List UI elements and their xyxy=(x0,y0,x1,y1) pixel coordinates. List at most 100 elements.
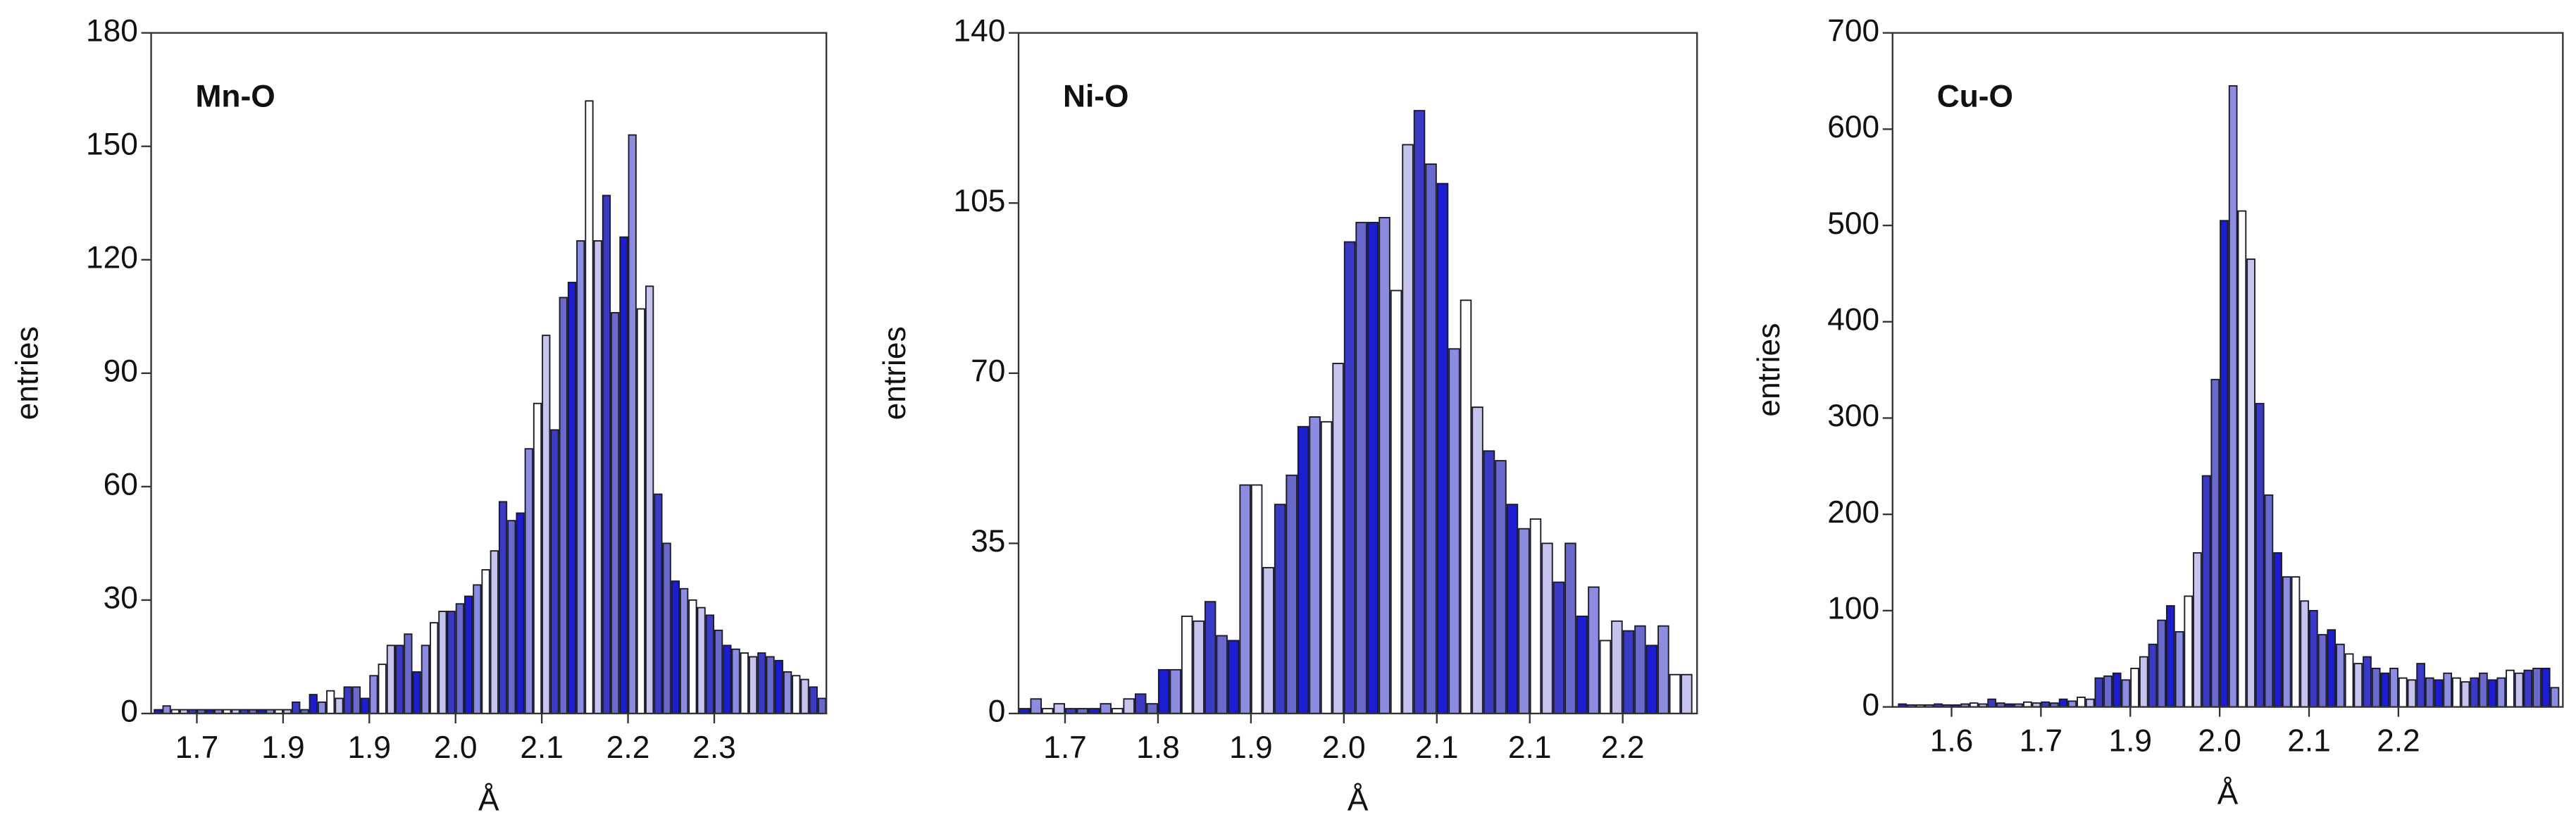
bar xyxy=(783,671,792,714)
bar xyxy=(2157,619,2167,707)
bar xyxy=(1100,703,1112,714)
bar xyxy=(748,656,758,714)
y-tick-label: 120 xyxy=(86,240,138,275)
x-tick-label: 1.7 xyxy=(1043,730,1087,765)
bar xyxy=(2398,677,2408,707)
bar xyxy=(1309,416,1321,714)
bar xyxy=(1204,601,1217,714)
bar xyxy=(1987,698,1996,707)
bar xyxy=(507,520,516,714)
bar xyxy=(1146,703,1158,714)
bar xyxy=(2246,259,2255,707)
bar xyxy=(266,709,275,714)
bar xyxy=(723,644,732,714)
bar xyxy=(688,599,697,714)
bar xyxy=(412,671,421,714)
bar xyxy=(1448,348,1460,714)
bar xyxy=(1355,221,1367,714)
bar xyxy=(2371,668,2381,707)
x-tick-label: 2.0 xyxy=(1322,730,1366,765)
bar xyxy=(2514,672,2524,707)
x-tick-label: 2.1 xyxy=(2287,724,2331,759)
panel: 0 30 60 90 120 150 180 1.7 1.9 1.9 2.0 2.1 2.2 2.3 Mn-… xyxy=(11,13,828,818)
bar xyxy=(223,709,232,714)
bar xyxy=(1645,644,1658,714)
bar xyxy=(542,335,551,714)
bar xyxy=(2067,700,2077,707)
bar xyxy=(1518,528,1530,714)
y-tick-label: 90 xyxy=(104,354,138,389)
bar xyxy=(386,644,396,714)
bar xyxy=(1898,703,1908,707)
bar xyxy=(369,675,378,714)
bar xyxy=(1134,693,1147,714)
x-tick-label: 1.9 xyxy=(348,730,392,765)
x-tick-label: 2.3 xyxy=(692,730,736,765)
bar xyxy=(516,512,525,714)
bar xyxy=(757,652,766,714)
bar xyxy=(2148,643,2158,707)
bar xyxy=(498,501,508,714)
bar xyxy=(1599,640,1612,714)
bar xyxy=(1611,620,1623,714)
bar xyxy=(2210,378,2220,707)
bar xyxy=(1634,625,1646,714)
y-tick-label: 0 xyxy=(120,695,138,729)
y-tick-label: 0 xyxy=(1862,687,1879,722)
bar xyxy=(2479,672,2488,707)
bar xyxy=(559,297,568,714)
bar xyxy=(2460,681,2470,707)
bar xyxy=(282,709,292,714)
bar xyxy=(1471,406,1483,714)
bar xyxy=(1436,182,1449,714)
bar xyxy=(2103,675,2113,707)
y-tick-label: 140 xyxy=(953,13,1005,48)
bar xyxy=(1960,703,1970,707)
bar xyxy=(2077,697,2086,707)
bar xyxy=(2470,677,2479,707)
bar xyxy=(455,603,464,714)
bar xyxy=(654,493,663,714)
bar xyxy=(205,709,214,714)
bar xyxy=(2014,703,2024,707)
bar xyxy=(1495,460,1507,714)
bar xyxy=(1978,703,1988,707)
bar xyxy=(2166,605,2175,707)
bar xyxy=(351,686,361,714)
bar xyxy=(2237,210,2247,707)
bar xyxy=(2336,643,2345,707)
bar xyxy=(170,709,180,714)
y-tick-label: 200 xyxy=(1827,495,1879,530)
bar xyxy=(1297,425,1309,714)
bar xyxy=(576,239,585,714)
bar xyxy=(1942,704,1952,707)
bar xyxy=(292,701,301,714)
bar xyxy=(2506,669,2515,707)
bar xyxy=(2174,631,2184,707)
bar xyxy=(154,709,163,714)
bar xyxy=(404,633,413,714)
bar xyxy=(2309,609,2318,707)
bar xyxy=(2452,677,2461,707)
bar xyxy=(481,569,490,714)
x-tick-label: 2.1 xyxy=(520,730,564,765)
bar xyxy=(1413,110,1426,714)
bar xyxy=(2407,679,2417,707)
bar xyxy=(2344,653,2354,707)
panel-title: Cu-O xyxy=(1937,80,2013,114)
bar xyxy=(2130,668,2139,707)
bar xyxy=(1227,640,1240,714)
y-axis-label: entries xyxy=(878,326,912,420)
y-tick-label: 100 xyxy=(1827,592,1879,626)
bar xyxy=(697,606,706,714)
bar xyxy=(2389,668,2398,707)
bar xyxy=(2085,698,2095,707)
bar xyxy=(188,709,197,714)
x-tick-label: 1.8 xyxy=(1136,730,1180,765)
y-tick-label: 600 xyxy=(1827,110,1879,144)
bar xyxy=(2139,656,2148,707)
x-tick-label: 2.0 xyxy=(434,730,478,765)
y-tick-label: 150 xyxy=(86,127,138,161)
y-axis-label: entries xyxy=(11,326,45,420)
bar xyxy=(1402,144,1414,714)
